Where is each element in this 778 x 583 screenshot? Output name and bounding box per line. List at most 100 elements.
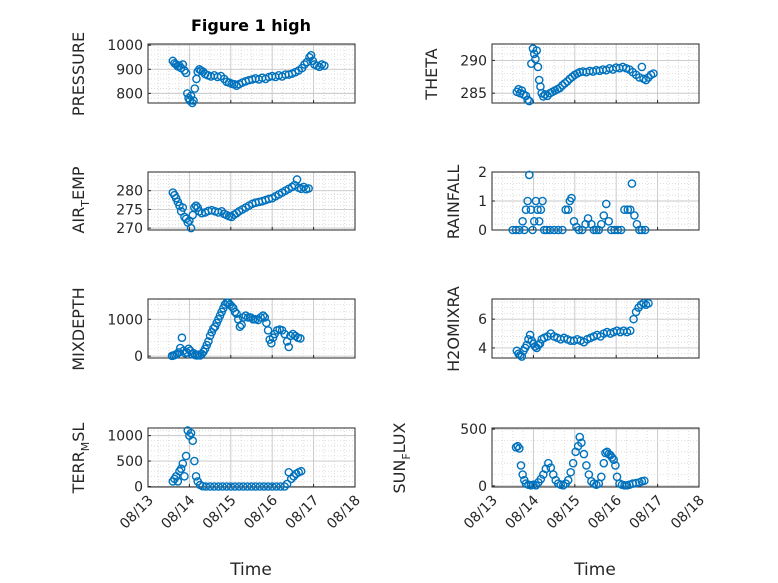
data-point: [620, 480, 629, 490]
data-point: [523, 95, 532, 105]
data-point: [188, 436, 198, 446]
data-point: [637, 62, 647, 72]
y-tick-label: 0: [134, 479, 143, 495]
data-point: [209, 482, 219, 491]
data-point: [519, 225, 529, 235]
data-point: [226, 482, 236, 491]
y-tick-label: 4: [478, 341, 487, 357]
data-point: [263, 326, 273, 335]
data-point: [536, 205, 546, 214]
data-point: [291, 331, 300, 341]
panel-h2omixra: 46: [478, 298, 700, 361]
data-point: [640, 225, 650, 235]
y-tick-label: 290: [460, 53, 487, 69]
y-label-rainfall: RAINFALL: [444, 165, 463, 240]
data-point: [539, 225, 549, 235]
data-point: [538, 196, 547, 206]
data-point: [560, 79, 570, 88]
data-point: [235, 322, 245, 331]
data-point: [284, 342, 294, 352]
data-point: [292, 175, 302, 184]
data-point: [529, 216, 539, 226]
data-point: [320, 61, 329, 70]
data-point: [511, 225, 521, 235]
data-point: [631, 478, 641, 488]
data-point: [635, 225, 644, 235]
data-point: [629, 314, 638, 324]
data-point: [528, 225, 537, 235]
data-point: [241, 311, 251, 320]
data-point: [627, 179, 637, 188]
data-point: [601, 199, 611, 209]
y-label-sun-flux: SUNFLUX: [390, 422, 413, 493]
data-point: [640, 476, 649, 486]
data-point: [521, 205, 531, 214]
data-point: [259, 482, 269, 491]
data-point: [256, 313, 265, 322]
data-point: [558, 225, 567, 235]
data-point: [625, 326, 635, 335]
data-point: [296, 334, 305, 343]
data-point: [191, 472, 201, 481]
data-point: [280, 482, 289, 491]
data-point: [205, 482, 215, 491]
data-point: [518, 216, 527, 226]
data-point: [272, 482, 281, 491]
data-point: [533, 62, 543, 72]
y-tick-label: 1000: [107, 429, 143, 445]
data-point: [533, 205, 542, 214]
y-label-theta: THETA: [422, 48, 441, 100]
data-point: [577, 438, 586, 448]
y-tick-label: 285: [460, 86, 487, 102]
data-point: [282, 479, 292, 489]
data-point: [611, 461, 620, 470]
y-label-mixdepth: MIXDEPTH: [69, 287, 88, 370]
data-point: [563, 475, 573, 485]
panel-pressure: 800 900 1000: [107, 38, 356, 108]
data-point: [549, 225, 559, 235]
data-point: [568, 458, 578, 468]
y-tick-label: 1000: [107, 312, 143, 328]
data-point: [604, 216, 614, 226]
data-point: [190, 84, 200, 93]
data-point: [516, 461, 526, 470]
data-point: [299, 182, 308, 192]
data-point: [616, 225, 626, 235]
y-label-h2omixra: H2OMIXRA: [444, 286, 463, 372]
data-point: [599, 211, 609, 220]
data-point: [555, 83, 565, 93]
data-point: [563, 205, 573, 214]
data-point: [195, 206, 204, 216]
y-tick-label: 900: [116, 62, 143, 78]
data-point: [214, 482, 223, 491]
data-point: [515, 225, 524, 235]
data-point: [255, 482, 265, 491]
data-point: [515, 444, 524, 453]
data-point: [599, 458, 609, 468]
data-point: [531, 54, 540, 64]
data-point: [596, 472, 606, 482]
axes-frame: [147, 171, 356, 231]
data-point: [518, 470, 527, 479]
axes-frame: [147, 298, 356, 359]
y-tick-label: 1000: [107, 38, 143, 54]
data-point: [544, 458, 553, 468]
x-axis-label-left: Time: [229, 560, 272, 580]
data-point: [189, 96, 198, 105]
data-point: [286, 474, 296, 484]
data-point: [641, 75, 651, 85]
data-point: [232, 309, 241, 319]
data-point: [173, 477, 183, 486]
data-point: [513, 441, 522, 451]
data-point: [178, 459, 188, 468]
data-point: [177, 333, 187, 343]
data-point: [260, 313, 270, 322]
data-point: [181, 451, 191, 461]
data-point: [180, 472, 189, 481]
data-point: [620, 205, 629, 214]
data-point: [230, 307, 240, 317]
y-tick-label: 0: [478, 479, 487, 495]
data-point: [582, 461, 591, 470]
y-tick-label: 500: [116, 454, 143, 470]
data-point: [589, 225, 599, 235]
